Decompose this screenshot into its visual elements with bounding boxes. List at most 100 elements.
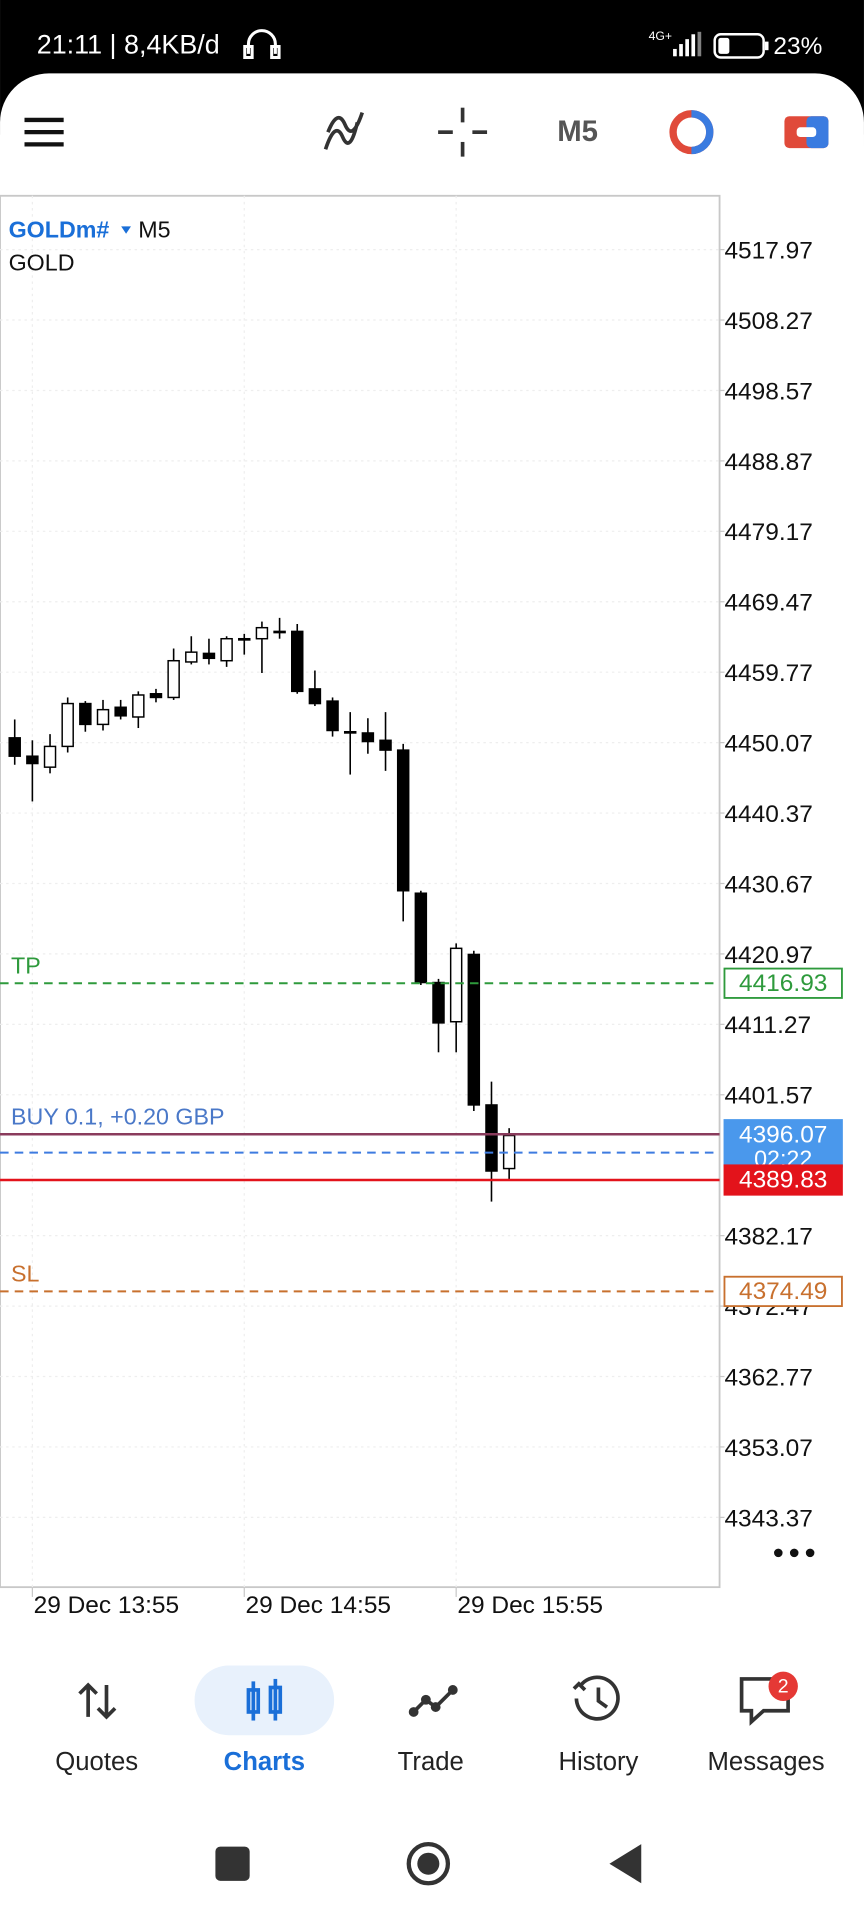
nav-tab-label[interactable]: Trade bbox=[398, 1748, 464, 1776]
candle-body bbox=[238, 637, 251, 641]
x-tick-label: 29 Dec 15:55 bbox=[457, 1592, 603, 1619]
recents-button[interactable] bbox=[215, 1846, 250, 1881]
quotes-icon bbox=[78, 1682, 117, 1720]
candle-body bbox=[485, 1104, 498, 1172]
candle-body bbox=[96, 708, 110, 726]
crosshair-button[interactable] bbox=[438, 107, 488, 157]
signal-icon bbox=[673, 31, 702, 57]
trade-icon bbox=[408, 1685, 458, 1717]
indicators-button[interactable] bbox=[323, 112, 364, 150]
timeframe-button[interactable]: M5 bbox=[557, 115, 598, 148]
symbol[interactable]: GOLDm# bbox=[9, 216, 110, 242]
price-box bbox=[723, 967, 843, 999]
home-button-dot bbox=[417, 1852, 440, 1875]
chart-frame bbox=[0, 194, 721, 1589]
back-button[interactable] bbox=[609, 1844, 642, 1884]
candle-body bbox=[361, 732, 375, 743]
history-icon bbox=[572, 1675, 620, 1721]
y-tick-label: 4401.57 bbox=[724, 1083, 812, 1110]
symbol-description: GOLD bbox=[9, 249, 75, 275]
y-tick-label: 4353.07 bbox=[724, 1435, 812, 1462]
candle-body bbox=[149, 693, 163, 699]
y-tick-label: 4362.77 bbox=[724, 1364, 812, 1391]
candle-body bbox=[26, 755, 39, 765]
candle-body bbox=[132, 694, 145, 718]
price-box-label: 4416.93 bbox=[739, 970, 827, 997]
nav-tab-label[interactable]: Messages bbox=[708, 1748, 825, 1776]
y-tick-label: 4382.17 bbox=[724, 1224, 812, 1251]
price-box-label: 4374.49 bbox=[739, 1278, 827, 1305]
bottom-nav: Quotes Charts Trade History Messages 2 bbox=[55, 1671, 825, 1776]
price-box-label: 4396.07 bbox=[739, 1121, 827, 1148]
candle-body bbox=[379, 739, 392, 751]
candle-body bbox=[273, 630, 286, 634]
battery-level bbox=[718, 37, 730, 54]
charts-icon bbox=[246, 1678, 283, 1721]
candle-body bbox=[79, 702, 92, 726]
network-type: 4G+ bbox=[649, 29, 672, 43]
level-label: BUY 0.1, +0.20 GBP bbox=[11, 1104, 224, 1130]
candle-body bbox=[449, 947, 463, 1023]
candle-body bbox=[202, 652, 216, 660]
home-button[interactable] bbox=[406, 1841, 451, 1886]
history-sync-button[interactable] bbox=[669, 110, 714, 155]
candle-body bbox=[343, 730, 357, 734]
y-tick-label: 4440.37 bbox=[724, 801, 812, 828]
price-box bbox=[723, 1119, 843, 1168]
y-tick-label: 4498.57 bbox=[724, 378, 812, 405]
message-badge bbox=[768, 1671, 798, 1701]
candle-body bbox=[308, 688, 322, 705]
candle-body bbox=[220, 637, 233, 662]
candle-body bbox=[167, 659, 180, 699]
y-tick-label: 4469.47 bbox=[724, 590, 812, 617]
candle-body bbox=[114, 706, 127, 717]
y-tick-label: 4420.97 bbox=[724, 942, 812, 969]
candle-body bbox=[43, 745, 57, 768]
x-tick-label: 29 Dec 13:55 bbox=[34, 1592, 180, 1619]
y-tick-label: 4459.77 bbox=[724, 660, 812, 687]
candle-body bbox=[396, 749, 410, 892]
y-tick-label: 4430.67 bbox=[724, 871, 812, 898]
candle-body bbox=[255, 626, 269, 640]
price-box bbox=[723, 1275, 843, 1308]
y-tick-label: 4479.17 bbox=[724, 519, 812, 546]
level-label: TP bbox=[11, 952, 41, 978]
headphone-icon bbox=[243, 29, 281, 60]
trade-button[interactable] bbox=[784, 116, 829, 149]
y-tick-label: 4517.97 bbox=[724, 238, 812, 265]
battery-tip bbox=[764, 41, 769, 51]
battery-text: 23% bbox=[773, 33, 822, 60]
candle-body bbox=[414, 892, 428, 984]
candle-body bbox=[432, 981, 445, 1024]
message-badge-count: 2 bbox=[778, 1676, 789, 1698]
candle-body bbox=[467, 953, 481, 1106]
battery-icon bbox=[713, 33, 765, 59]
y-tick-label: 4343.37 bbox=[724, 1505, 812, 1532]
more-button[interactable] bbox=[774, 1548, 815, 1558]
candle-body bbox=[8, 737, 21, 757]
chart-timeframe: M5 bbox=[138, 216, 170, 242]
active-tab-pill bbox=[194, 1665, 335, 1736]
candle-body bbox=[326, 700, 339, 732]
price-box bbox=[723, 1164, 843, 1196]
y-tick-label: 4411.27 bbox=[724, 1012, 811, 1039]
nav-tab-label[interactable]: History bbox=[558, 1748, 638, 1776]
y-tick-label: 4508.27 bbox=[724, 308, 812, 335]
candle-body bbox=[291, 630, 304, 693]
candle-body bbox=[185, 651, 198, 663]
candle-body bbox=[61, 702, 74, 748]
status-text: 21:11 | 8,4KB/d bbox=[37, 30, 220, 60]
symbol-dropdown[interactable] bbox=[121, 226, 131, 234]
nav-tab-label[interactable]: Quotes bbox=[55, 1748, 138, 1776]
nav-tab-label[interactable]: Charts bbox=[224, 1748, 305, 1776]
menu-button[interactable] bbox=[24, 117, 64, 147]
price-box-label: 4389.83 bbox=[739, 1167, 827, 1194]
y-tick-label: 4450.07 bbox=[724, 731, 812, 758]
x-tick-label: 29 Dec 14:55 bbox=[245, 1592, 391, 1619]
plot bbox=[0, 195, 725, 1588]
y-tick-label: 4488.87 bbox=[724, 449, 812, 476]
level-label: SL bbox=[11, 1261, 40, 1287]
